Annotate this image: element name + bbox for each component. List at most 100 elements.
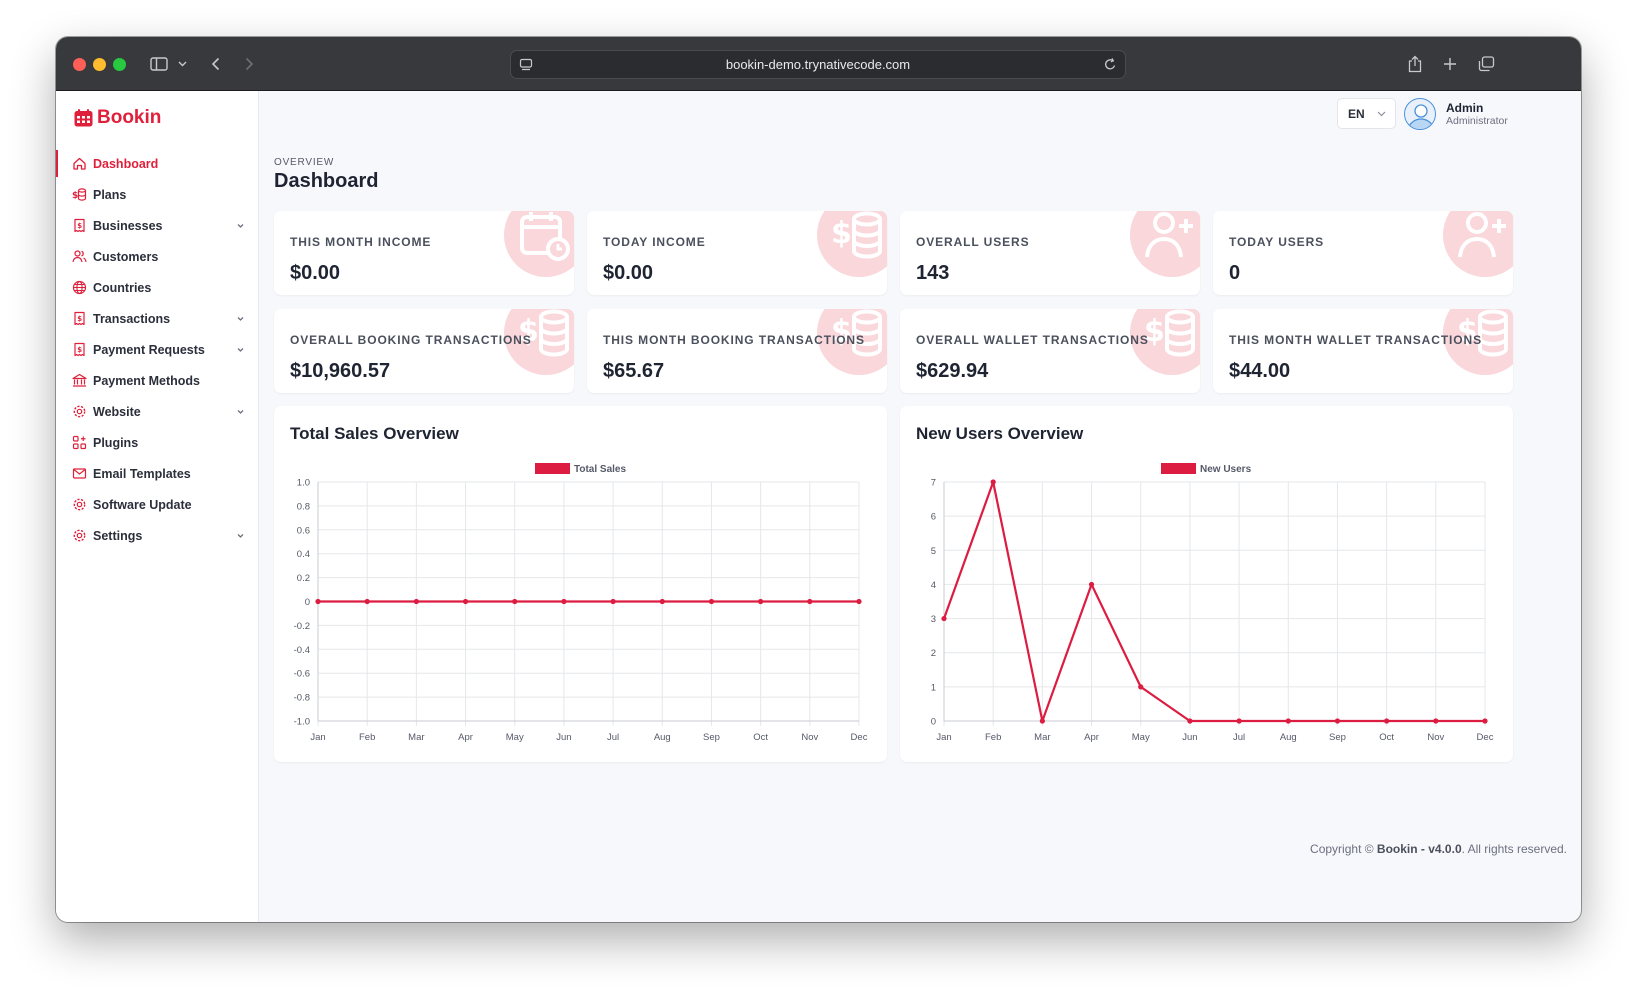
data-point[interactable] <box>990 479 996 485</box>
back-arrow-icon[interactable] <box>208 53 222 75</box>
svg-text:$: $ <box>831 314 852 349</box>
sidebar-item-customers[interactable]: Customers <box>56 241 259 272</box>
share-icon[interactable] <box>1407 53 1423 75</box>
data-point[interactable] <box>708 598 715 605</box>
data-point[interactable] <box>807 598 813 605</box>
data-point[interactable] <box>1482 718 1488 724</box>
sidebar-toggle-icon[interactable] <box>149 53 169 75</box>
sidebar-item-countries[interactable]: Countries <box>56 272 259 303</box>
minimize-window-button[interactable] <box>93 58 106 71</box>
data-point[interactable] <box>561 598 567 605</box>
x-tick-label: Oct <box>1379 732 1394 743</box>
user-avatar-icon <box>1407 104 1435 129</box>
data-point[interactable] <box>610 598 616 605</box>
sidebar-item-website[interactable]: Website <box>56 396 259 427</box>
sidebar-item-transactions[interactable]: $ Transactions <box>56 303 259 334</box>
data-point[interactable] <box>758 598 764 605</box>
stat-card-today-users: TODAY USERS 0 <box>1213 211 1513 295</box>
sidebar-item-email-templates[interactable]: Email Templates <box>56 458 259 489</box>
chart-legend[interactable]: Total Sales <box>535 463 626 475</box>
stat-icon-badge <box>504 211 574 277</box>
reload-icon[interactable] <box>1103 57 1117 75</box>
sidebar-item-payment-methods[interactable]: Payment Methods <box>56 365 259 396</box>
close-window-button[interactable] <box>73 58 86 71</box>
data-point[interactable] <box>941 615 947 622</box>
sidebar-item-label: Payment Methods <box>93 373 200 388</box>
data-point[interactable] <box>512 598 518 605</box>
tab-overview-icon[interactable] <box>1477 53 1495 75</box>
data-point[interactable] <box>1334 718 1341 724</box>
sidebar-item-plugins[interactable]: Plugins <box>56 427 259 458</box>
stat-icon-badge <box>1443 211 1513 277</box>
stat-value: $629.94 <box>916 360 989 382</box>
maximize-window-button[interactable] <box>113 58 126 71</box>
x-tick-label: Jul <box>607 732 619 743</box>
y-tick-label: 3 <box>931 614 936 625</box>
user-role: Administrator <box>1446 115 1508 127</box>
sidebar-item-label: Website <box>93 404 141 419</box>
data-point[interactable] <box>1285 718 1291 724</box>
y-tick-label: 5 <box>931 546 936 557</box>
page-settings-icon[interactable] <box>519 58 533 75</box>
chart-legend[interactable]: New Users <box>1161 463 1252 475</box>
data-point[interactable] <box>856 598 862 605</box>
sidebar-item-plans[interactable]: $ Plans <box>56 179 259 210</box>
legend-label: New Users <box>1200 464 1252 475</box>
y-tick-label: -0.4 <box>294 645 310 656</box>
data-point[interactable] <box>1138 684 1144 690</box>
sidebar-item-dashboard[interactable]: Dashboard <box>56 148 259 179</box>
x-tick-label: Jan <box>310 732 325 743</box>
y-tick-label: 6 <box>931 512 936 523</box>
footer-copyright: Copyright © Bookin - v4.0.0. All rights … <box>1310 842 1567 856</box>
data-point[interactable] <box>413 598 419 605</box>
chevron-down-icon <box>1377 111 1386 117</box>
bank-icon <box>72 373 87 387</box>
dollar-coins-icon: $ <box>518 309 569 357</box>
data-point[interactable] <box>1236 718 1242 724</box>
x-tick-label: Feb <box>985 732 1001 743</box>
avatar[interactable] <box>1404 98 1436 130</box>
data-point[interactable] <box>1039 718 1045 724</box>
user-name[interactable]: Admin <box>1446 101 1484 115</box>
x-tick-label: May <box>506 732 524 743</box>
address-bar[interactable]: bookin-demo.trynativecode.com <box>510 50 1126 79</box>
stat-card-this-month-income: THIS MONTH INCOME $0.00 <box>274 211 574 295</box>
x-tick-label: Dec <box>1477 732 1494 743</box>
app-logo[interactable]: Bookin <box>74 107 161 129</box>
sidebar-item-label: Plans <box>93 187 127 202</box>
data-point[interactable] <box>1088 581 1095 588</box>
stat-label: TODAY INCOME <box>603 235 706 249</box>
data-point[interactable] <box>462 598 469 605</box>
data-point[interactable] <box>1384 718 1390 724</box>
sidebar-item-label: Countries <box>93 280 152 295</box>
x-tick-label: Jun <box>1182 732 1197 743</box>
language-select[interactable]: EN <box>1337 98 1396 129</box>
sidebar-item-software-update[interactable]: Software Update <box>56 489 259 520</box>
y-tick-label: 0.6 <box>297 525 310 536</box>
url-text[interactable]: bookin-demo.trynativecode.com <box>725 57 911 72</box>
data-point[interactable] <box>1433 718 1439 724</box>
gear-icon <box>73 498 86 511</box>
user-plus-icon <box>1458 212 1506 258</box>
stat-label: THIS MONTH WALLET TRANSACTIONS <box>1229 333 1482 347</box>
data-point[interactable] <box>659 598 665 605</box>
sidebar-item-label: Customers <box>93 249 159 264</box>
chevron-down-icon <box>237 224 244 228</box>
sidebar-item-businesses[interactable]: $ Businesses <box>56 210 259 241</box>
sidebar-item-label: Email Templates <box>93 466 191 481</box>
x-tick-label: Oct <box>753 732 768 743</box>
data-point[interactable] <box>315 598 321 605</box>
x-tick-label: Feb <box>359 732 375 743</box>
dollar-coins-icon: $ <box>831 211 882 259</box>
forward-arrow-icon[interactable] <box>242 53 256 75</box>
new-tab-icon[interactable] <box>1442 53 1458 75</box>
sidebar-item-payment-requests[interactable]: $ Payment Requests <box>56 334 259 365</box>
sidebar-item-settings[interactable]: Settings <box>56 520 259 551</box>
y-tick-label: 7 <box>931 478 936 489</box>
receipt-icon: $ <box>74 218 85 233</box>
data-point[interactable] <box>1187 718 1193 724</box>
data-point[interactable] <box>364 598 370 605</box>
chevron-down-icon[interactable] <box>177 53 187 75</box>
x-tick-label: May <box>1132 732 1150 743</box>
